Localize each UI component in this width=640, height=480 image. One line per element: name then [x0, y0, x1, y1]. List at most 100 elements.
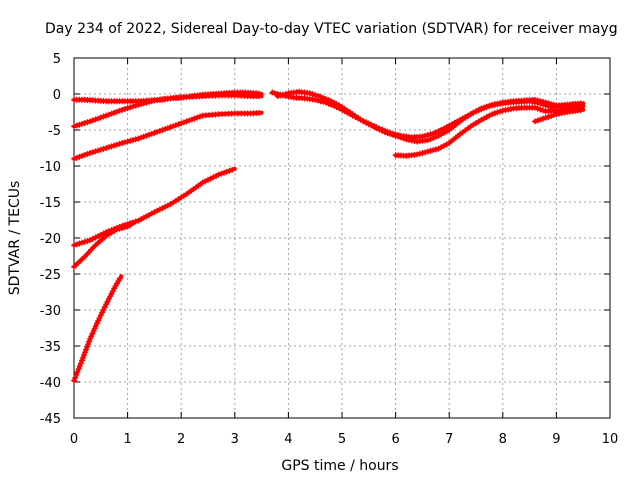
data-point	[320, 94, 327, 101]
data-point	[218, 170, 225, 177]
x-tick-label: 10	[602, 432, 619, 447]
data-point	[79, 152, 86, 159]
data-point	[188, 116, 195, 123]
data-point	[489, 111, 496, 118]
series-arc-j	[531, 107, 586, 125]
x-tick-label: 2	[177, 432, 185, 447]
data-point	[419, 150, 426, 157]
data-point	[87, 150, 94, 157]
data-point	[269, 89, 276, 96]
data-point	[154, 128, 161, 135]
data-point	[103, 301, 110, 308]
data-point	[481, 104, 488, 111]
data-point	[483, 103, 490, 110]
series-arc-i	[392, 103, 586, 159]
data-point	[373, 125, 380, 132]
data-point	[255, 109, 262, 116]
data-point	[229, 166, 236, 173]
data-point	[542, 99, 549, 106]
data-point	[400, 135, 407, 142]
grid	[74, 58, 610, 418]
data-point	[322, 96, 329, 103]
data-point	[87, 118, 94, 125]
data-point	[317, 93, 324, 100]
x-tick-label: 6	[391, 432, 399, 447]
data-point	[213, 172, 220, 179]
data-point	[124, 105, 131, 112]
data-point	[178, 120, 185, 127]
data-point	[416, 150, 423, 157]
data-point	[148, 98, 155, 105]
data-point	[215, 171, 222, 178]
data-point	[180, 119, 187, 126]
data-point	[116, 275, 123, 282]
data-point	[389, 131, 396, 138]
x-tick-label: 7	[445, 432, 453, 447]
series-arc-f	[71, 274, 124, 384]
data-point	[545, 100, 552, 107]
data-point	[79, 357, 86, 364]
data-point	[132, 136, 139, 143]
data-point	[119, 106, 126, 113]
data-point	[105, 111, 112, 118]
data-point	[82, 349, 89, 356]
data-point	[74, 368, 81, 375]
data-point	[146, 131, 153, 138]
data-point	[76, 240, 83, 247]
y-tick-labels: 5 0 -5 -10 -15 -20 -25 -30 -35 -40 -45	[40, 52, 61, 427]
x-axis-label: GPS time / hours	[281, 458, 398, 474]
data-point	[272, 90, 278, 97]
data-point	[430, 147, 437, 154]
data-point	[87, 237, 94, 244]
data-point	[282, 91, 289, 97]
series-arc-e	[71, 221, 135, 270]
series-arc-d	[71, 166, 237, 249]
data-point	[89, 149, 96, 156]
data-point	[154, 207, 161, 214]
data-point	[312, 92, 319, 99]
data-point	[71, 155, 77, 162]
data-point	[73, 241, 80, 248]
data-point	[548, 112, 555, 119]
data-point	[108, 110, 115, 117]
data-point	[81, 151, 88, 158]
data-point	[432, 146, 439, 153]
y-tick-label: -35	[40, 340, 61, 355]
data-point	[427, 136, 434, 142]
data-point	[156, 127, 163, 134]
data-point	[105, 144, 112, 151]
data-point	[207, 175, 214, 182]
data-point	[121, 139, 128, 146]
data-point	[95, 317, 102, 324]
data-point	[80, 354, 87, 361]
data-point	[132, 102, 139, 109]
series-arc-b	[71, 92, 264, 130]
data-point	[186, 117, 193, 124]
y-tick-label: -15	[40, 196, 61, 211]
data-point	[81, 238, 88, 245]
y-tick-label: -5	[48, 124, 61, 139]
data-point	[97, 312, 104, 319]
data-point	[183, 118, 190, 125]
data-point	[531, 104, 538, 111]
data-point	[143, 132, 150, 139]
data-point	[531, 118, 538, 125]
x-tick-label: 8	[499, 432, 507, 447]
data-point	[162, 126, 169, 133]
data-point	[221, 169, 228, 176]
data-point	[540, 107, 546, 114]
data-point	[75, 366, 82, 373]
series-arc-h	[274, 88, 586, 145]
data-point	[135, 101, 142, 108]
data-point	[113, 226, 120, 233]
data-point	[255, 93, 262, 100]
data-point	[92, 234, 99, 241]
data-point	[414, 151, 421, 158]
data-point	[101, 304, 108, 310]
data-point	[531, 96, 538, 103]
data-point	[540, 98, 546, 105]
data-point	[162, 203, 169, 210]
data-point	[226, 167, 233, 174]
data-point	[84, 151, 91, 157]
data-point	[116, 225, 123, 232]
